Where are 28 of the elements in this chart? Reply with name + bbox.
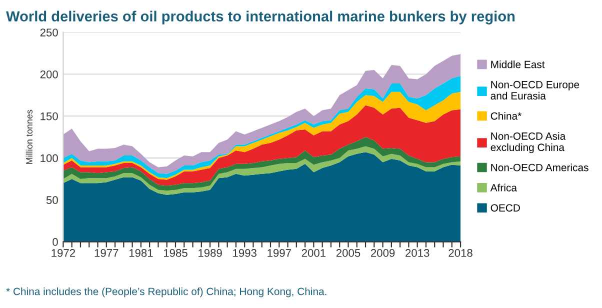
y-tick-label: 0 (52, 238, 58, 246)
x-tick-label: 1989 (198, 249, 222, 257)
legend-label: Non-OECD Americas (491, 164, 588, 172)
y-tick-label: 200 (40, 70, 58, 78)
y-axis-title: Million tonnes (26, 110, 32, 164)
x-tick-label: 2005 (336, 249, 360, 257)
y-tick-label: 150 (40, 112, 58, 120)
legend-label: Africa (490, 184, 517, 192)
legend-label: Middle East (491, 60, 545, 68)
legend-label: Non-OECD Europe and Eurasia (490, 80, 580, 100)
legend-label: Non-OECD Asia excluding China (490, 132, 566, 154)
x-tick-label: 1993 (233, 249, 256, 257)
text: * China includes the (People’s Republic of) China; Hong Kong, China. (6, 288, 326, 298)
chart-title: World deliveries of oil products to international marine bunkers by region (6, 10, 515, 24)
y-tick-label: 250 (40, 28, 58, 36)
x-tick-label: 1985 (164, 249, 188, 257)
x-tick-label: 2018 (448, 249, 472, 257)
x-tick-label: 2009 (370, 249, 395, 257)
x-tick-label: 1977 (94, 249, 118, 257)
x-tick-label: 1972 (52, 249, 76, 257)
y-tick-label: 100 (40, 154, 58, 162)
y-tick-label: 50 (46, 196, 58, 204)
legend-label: China* (490, 112, 522, 120)
legend-label: OECD (490, 204, 520, 212)
x-tick-label: 2013 (406, 249, 430, 257)
x-tick-label: 1981 (129, 249, 153, 257)
x-tick-label: 1997 (268, 249, 291, 257)
x-tick-label: 2001 (302, 249, 326, 257)
